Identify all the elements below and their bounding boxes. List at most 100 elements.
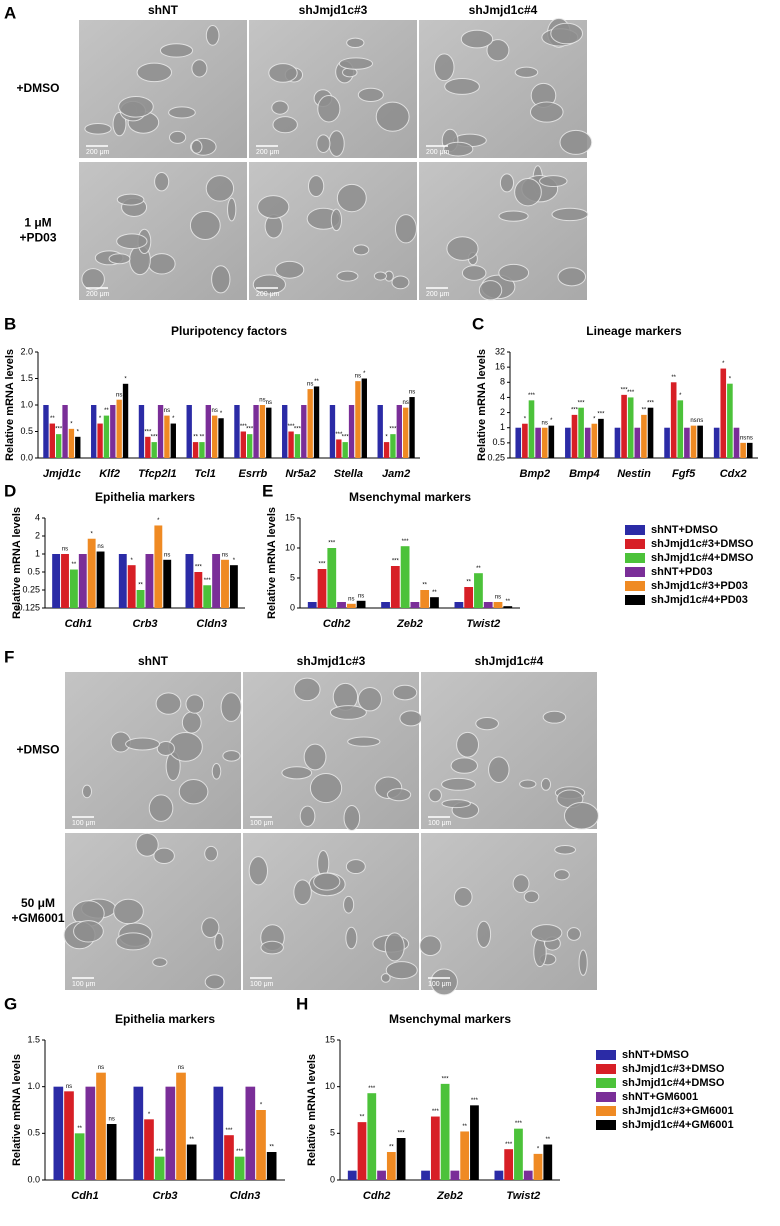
cell-colony bbox=[512, 874, 530, 894]
cell-colony bbox=[135, 832, 159, 857]
y-axis-label: Relative mRNA levels bbox=[4, 349, 16, 461]
significance-label: *** bbox=[195, 565, 203, 571]
significance-label: ns bbox=[403, 400, 409, 406]
cell-colony bbox=[357, 686, 382, 712]
significance-label: ** bbox=[200, 435, 205, 441]
y-tick-label: 2.0 bbox=[20, 346, 33, 356]
scale-bar-label: 100 μm bbox=[250, 820, 274, 827]
row-label: +DMSO bbox=[16, 81, 59, 95]
bar bbox=[176, 1072, 186, 1180]
significance-label: ** bbox=[104, 408, 109, 414]
cell-colony bbox=[147, 253, 176, 275]
significance-label: * bbox=[260, 1103, 263, 1109]
significance-label: ** bbox=[422, 583, 427, 589]
cell-colony bbox=[248, 856, 269, 886]
cell-colony bbox=[553, 869, 570, 881]
significance-label: *** bbox=[144, 429, 152, 435]
significance-label: ns bbox=[358, 593, 364, 599]
chart-title: Epithelia markers bbox=[95, 490, 195, 504]
row-label: 1 μM bbox=[24, 216, 51, 230]
category-label: Bmp4 bbox=[569, 468, 600, 480]
cell-colony bbox=[519, 779, 537, 789]
cell-colony bbox=[329, 705, 367, 720]
significance-label: *** bbox=[392, 559, 400, 565]
cell-colony bbox=[152, 957, 168, 967]
significance-label: *** bbox=[597, 411, 605, 417]
bar bbox=[348, 405, 355, 458]
y-tick-label: 8 bbox=[500, 377, 505, 387]
legend-swatch bbox=[625, 525, 645, 535]
legend-swatch bbox=[625, 567, 645, 577]
significance-label: ** bbox=[505, 599, 510, 605]
bar bbox=[145, 554, 154, 608]
significance-label: *** bbox=[55, 427, 63, 433]
bar bbox=[266, 407, 272, 458]
cell-colony bbox=[444, 78, 480, 95]
bar bbox=[377, 1170, 386, 1180]
scale-bar-label: 200 μm bbox=[426, 149, 450, 156]
significance-label: ** bbox=[389, 1145, 394, 1151]
legend-swatch bbox=[625, 595, 645, 605]
bar bbox=[355, 381, 361, 458]
y-tick-label: 5 bbox=[290, 572, 295, 582]
cell-colony bbox=[116, 193, 145, 206]
bar bbox=[116, 399, 122, 458]
significance-label: * bbox=[99, 416, 102, 422]
y-tick-label: 32 bbox=[495, 346, 505, 356]
cell-colony bbox=[153, 847, 175, 865]
category-label: Klf2 bbox=[99, 468, 120, 480]
legend-label: shJmjd1c#3+DMSO bbox=[651, 538, 754, 550]
cell-colony bbox=[118, 95, 154, 118]
bar bbox=[402, 407, 409, 458]
significance-label: *** bbox=[621, 387, 629, 393]
bar bbox=[474, 573, 483, 608]
scale-bar-label: 200 μm bbox=[256, 149, 280, 156]
cell-colony bbox=[338, 57, 374, 70]
cell-colony bbox=[563, 802, 600, 830]
bar bbox=[307, 602, 317, 608]
bar bbox=[170, 423, 176, 458]
cell-colony bbox=[345, 859, 366, 875]
significance-label: ** bbox=[545, 1137, 550, 1143]
cell-colony bbox=[168, 130, 187, 144]
significance-label: *** bbox=[156, 1149, 164, 1155]
significance-label: *** bbox=[342, 435, 350, 441]
bar bbox=[266, 1152, 277, 1180]
bar bbox=[386, 1152, 396, 1180]
cell-colony bbox=[155, 692, 182, 715]
significance-label: * bbox=[124, 376, 127, 382]
bar bbox=[78, 554, 87, 608]
significance-label: * bbox=[70, 421, 73, 427]
legend-label: shNT+GM6001 bbox=[622, 1091, 698, 1103]
category-label: Esrrb bbox=[239, 468, 268, 480]
significance-label: ns bbox=[164, 408, 170, 414]
significance-label: * bbox=[679, 393, 682, 399]
bar bbox=[247, 434, 253, 458]
significance-label: * bbox=[550, 418, 553, 424]
significance-label: ns bbox=[116, 392, 122, 398]
panel-letter: C bbox=[472, 314, 484, 333]
bar bbox=[43, 405, 49, 458]
category-label: Tcl1 bbox=[194, 468, 216, 480]
cell-colony bbox=[159, 43, 194, 58]
cell-colony bbox=[201, 917, 220, 939]
significance-label: * bbox=[363, 371, 366, 377]
cell-colony bbox=[214, 932, 224, 951]
bar bbox=[288, 431, 294, 458]
significance-label: *** bbox=[368, 1086, 376, 1092]
bar bbox=[621, 394, 627, 458]
legend-label: shJmjd1c#4+GM6001 bbox=[622, 1119, 734, 1131]
cell-colony bbox=[168, 106, 196, 119]
y-tick-label: 4 bbox=[500, 392, 505, 402]
bar bbox=[430, 1116, 440, 1180]
bar bbox=[356, 600, 366, 608]
bar bbox=[634, 427, 641, 458]
category-label: Crb3 bbox=[152, 1190, 177, 1202]
cell-colony bbox=[399, 710, 423, 727]
significance-label: ns bbox=[259, 398, 265, 404]
bar bbox=[440, 1083, 450, 1180]
significance-label: ns bbox=[348, 596, 354, 602]
cell-colony bbox=[554, 844, 577, 855]
cell-colony bbox=[453, 887, 473, 907]
significance-label: * bbox=[77, 429, 80, 435]
